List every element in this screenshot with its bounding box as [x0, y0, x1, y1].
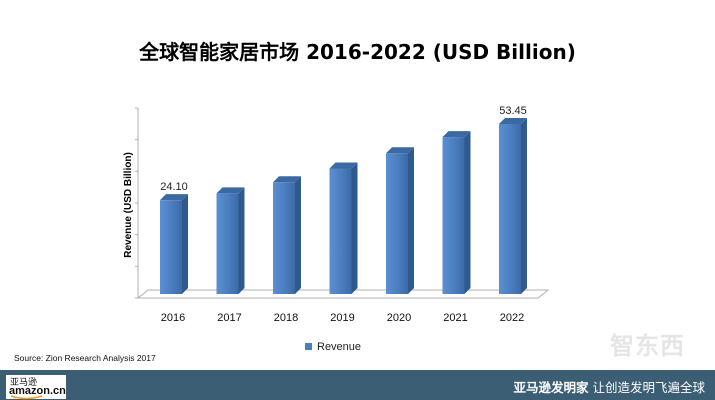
bar-side: [295, 176, 301, 294]
bar-2020: [386, 153, 408, 294]
bar-top: [499, 118, 527, 124]
x-tick-label: 2021: [443, 312, 467, 324]
bar-side: [408, 147, 414, 294]
bar-side: [182, 194, 188, 294]
bar-top: [386, 147, 414, 154]
x-tick-label: 2019: [330, 312, 354, 324]
legend: Revenue: [305, 341, 361, 353]
bar-side: [464, 131, 471, 294]
x-tick-label: 2020: [387, 312, 411, 324]
bar-2019: [329, 168, 352, 294]
bar-side: [521, 118, 527, 294]
bar-2021: [442, 137, 465, 294]
bar-top: [329, 162, 358, 169]
footer-slogan: 亚马逊发明家 让创造发明飞遍全球: [513, 377, 705, 396]
logo-cn-text: 亚马逊: [10, 378, 38, 388]
x-tick-label: 2022: [500, 312, 524, 324]
amazon-logo: 亚马逊 amazon.cn: [6, 375, 66, 400]
data-label: 24.10: [160, 181, 188, 193]
bar-top: [442, 131, 471, 138]
footer-tagline: 让创造发明飞遍全球: [592, 380, 705, 395]
bar-2022: [499, 124, 521, 294]
footer-bar: 亚马逊发明家 让创造发明飞遍全球: [0, 370, 715, 400]
x-tick-label: 2018: [274, 312, 298, 324]
bar-2016: [160, 200, 182, 294]
footer-brand: 亚马逊发明家: [513, 380, 589, 395]
bar-2017: [216, 193, 239, 294]
data-label: 53.45: [499, 105, 527, 117]
smile-icon: [10, 395, 43, 400]
legend-label: Revenue: [317, 341, 361, 353]
legend-swatch: [305, 343, 312, 350]
bar-top: [273, 176, 301, 183]
watermark-logo: 智东西: [610, 332, 685, 360]
bar-side: [351, 162, 358, 294]
logo-en-text: amazon.cn: [9, 385, 66, 397]
source-note: Source: Zion Research Analysis 2017: [14, 353, 156, 363]
bar-side: [238, 187, 245, 294]
bar-2018: [273, 182, 295, 294]
chart-floor: [136, 289, 550, 299]
bar-top: [216, 187, 245, 194]
chart-title: 全球智能家居市场 2016-2022 (USD Billion): [139, 40, 576, 64]
bar-top: [160, 194, 188, 201]
x-tick-label: 2017: [217, 312, 241, 324]
x-tick-label: 2016: [161, 312, 185, 324]
y-axis-title: Revenue (USD Billion): [123, 152, 134, 258]
